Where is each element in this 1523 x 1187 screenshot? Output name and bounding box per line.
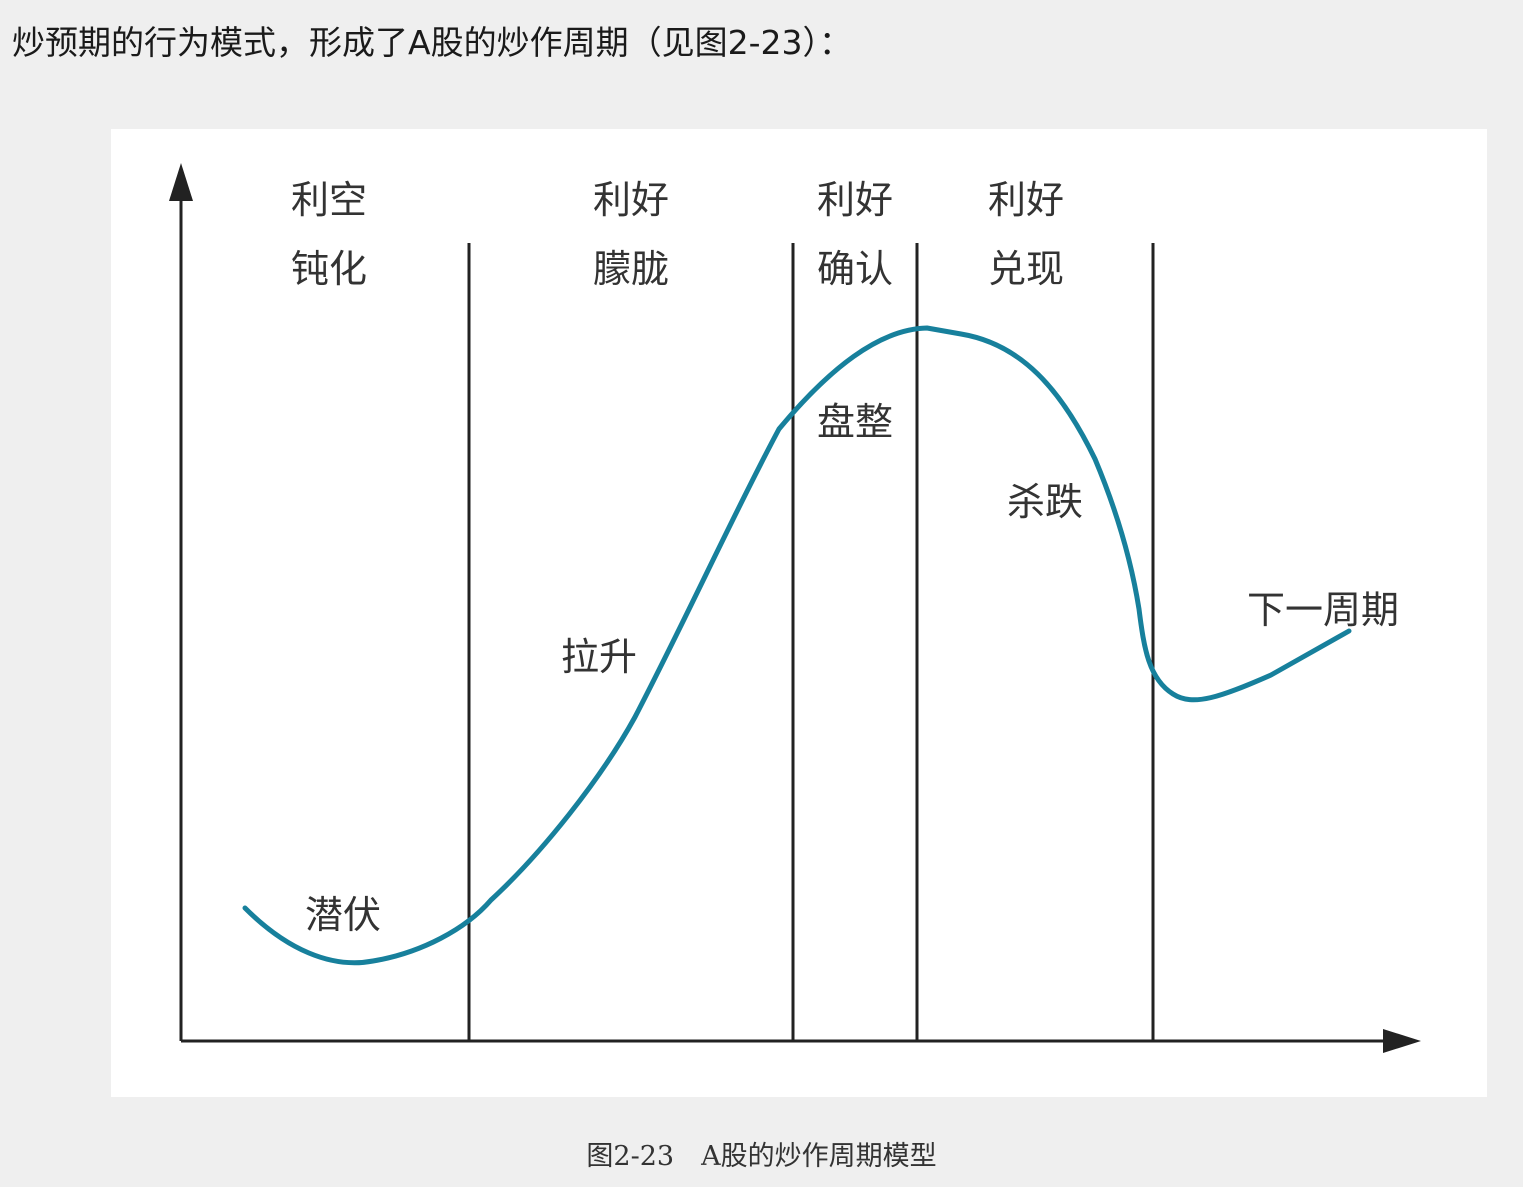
phase-label-4-line2: 兑现 bbox=[988, 247, 1065, 291]
phase-label-2-line1: 利好 bbox=[593, 178, 670, 222]
phase-label-3-line2: 确认 bbox=[817, 247, 894, 291]
x-axis-arrow-icon bbox=[1383, 1029, 1421, 1053]
cycle-diagram: 利空 钝化 利好 朦胧 利好 确认 利好 兑现 潜伏 拉升 盘整 杀跌 下一周期 bbox=[111, 129, 1487, 1097]
stage-label-consolidate: 盘整 bbox=[817, 400, 894, 444]
stage-label-lurk: 潜伏 bbox=[305, 893, 382, 937]
stage-label-plunge: 杀跌 bbox=[1007, 480, 1084, 524]
phase-label-4-line1: 利好 bbox=[988, 178, 1065, 222]
phase-label-1-line2: 钝化 bbox=[291, 247, 368, 291]
phase-label-1-line1: 利空 bbox=[291, 178, 368, 222]
y-axis-arrow-icon bbox=[169, 163, 193, 201]
cycle-curve bbox=[242, 325, 1352, 966]
stage-label-rise: 拉升 bbox=[561, 635, 638, 679]
cycle-diagram-canvas bbox=[169, 163, 1421, 1053]
stage-label-next-cycle: 下一周期 bbox=[1247, 588, 1400, 632]
intro-text: 炒预期的行为模式，形成了A股的炒作周期（见图2-23）： bbox=[12, 23, 852, 62]
figure-caption: 图2-23 A股的炒作周期模型 bbox=[586, 1141, 937, 1172]
phase-label-3-line1: 利好 bbox=[817, 178, 894, 222]
phase-label-2-line2: 朦胧 bbox=[593, 247, 670, 291]
